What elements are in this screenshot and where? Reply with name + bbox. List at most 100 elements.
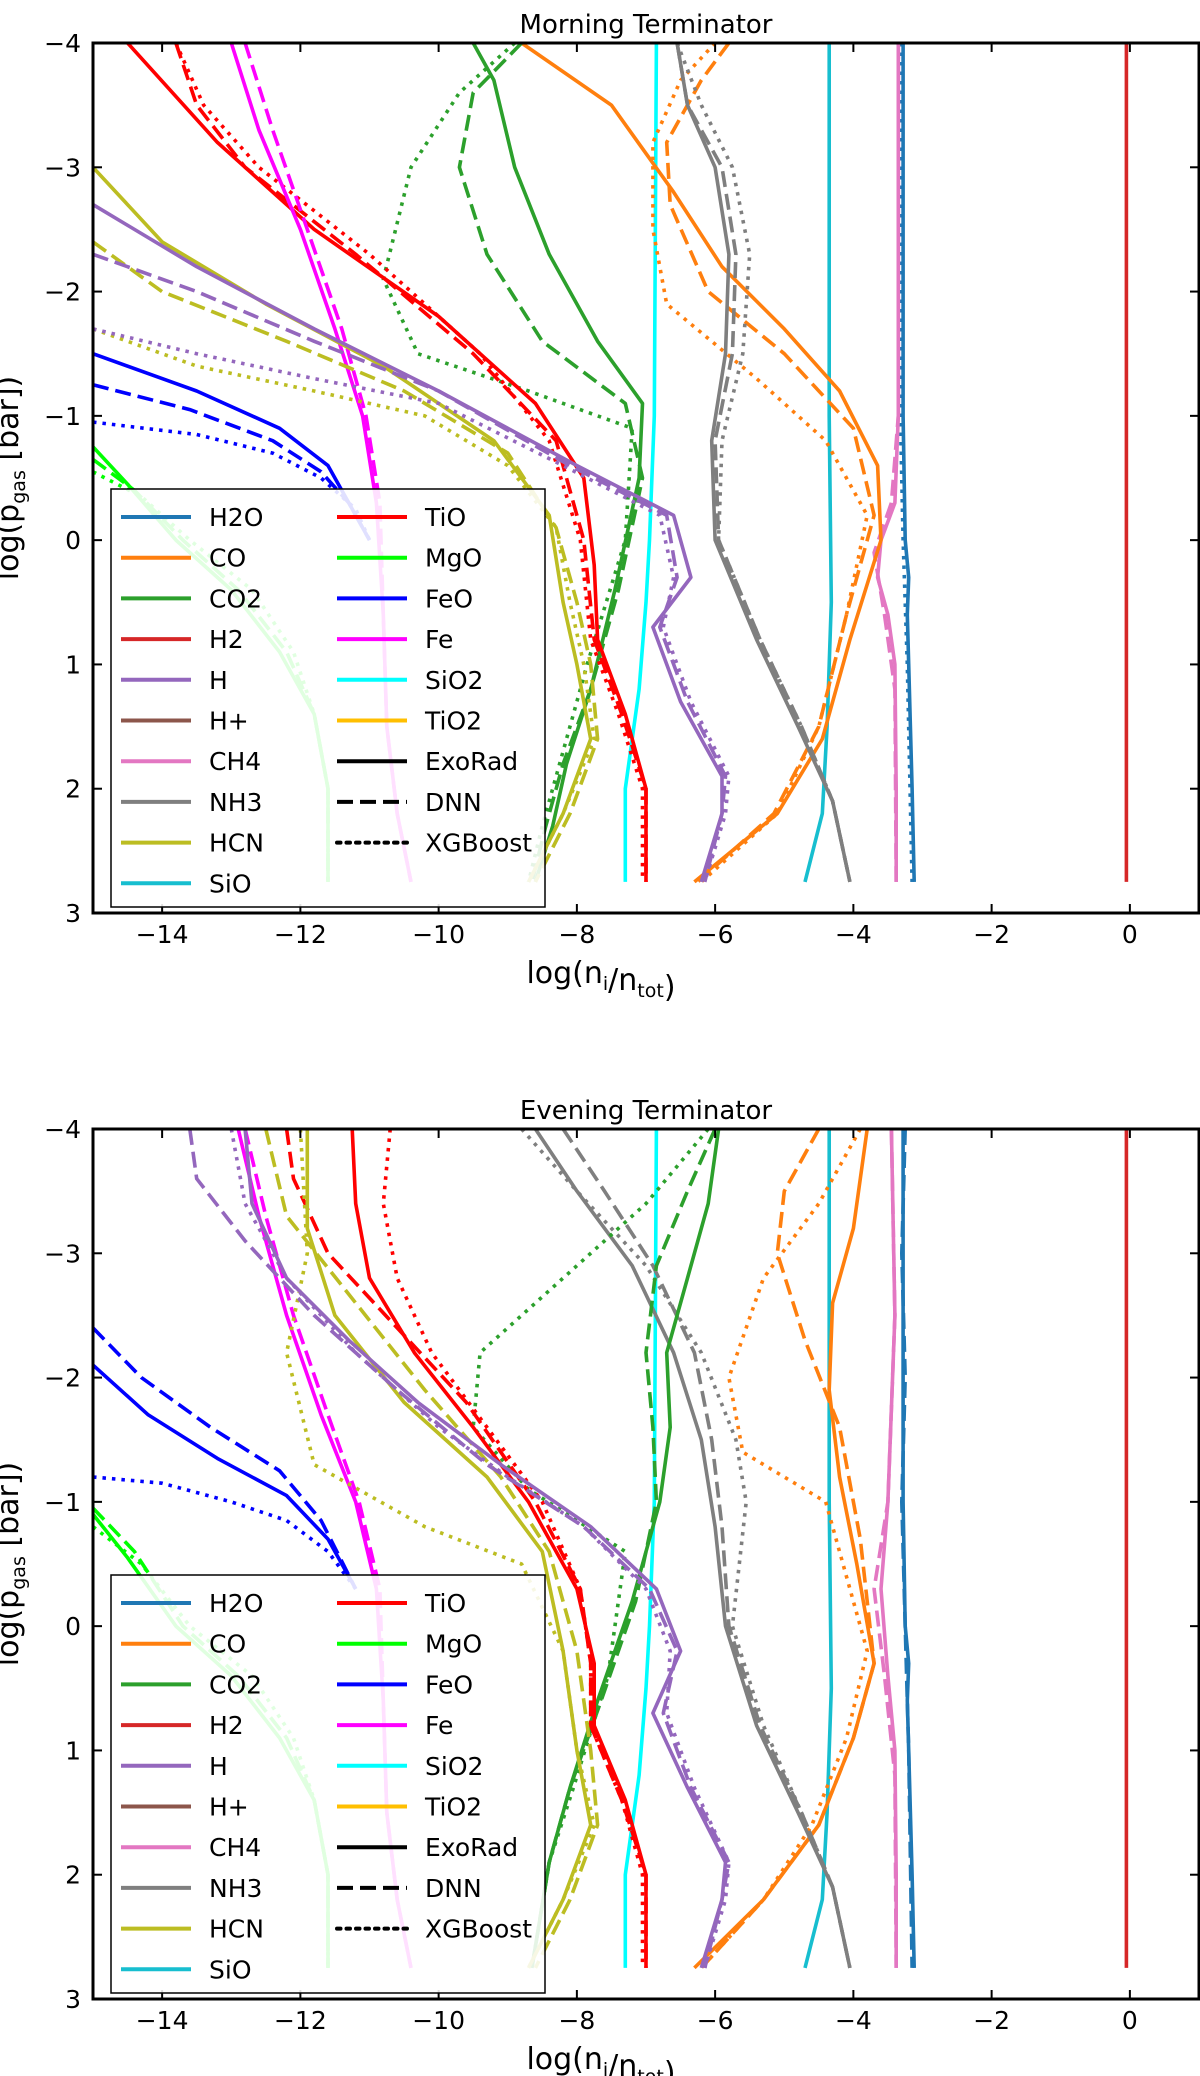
- x-axis-label: log(ni/ntot): [526, 956, 675, 1005]
- x-tick-label: −6: [697, 920, 734, 949]
- legend: H2O CO CO2 H2 H H+ CH4 NH3 HCN SiO TiO MgO FeO Fe SiO2…: [110, 488, 546, 908]
- legend-label: DNN: [425, 1874, 482, 1903]
- x-tick-label: −10: [412, 920, 465, 949]
- legend-label: SiO2: [425, 1752, 483, 1781]
- series-tio-dnn: [174, 43, 648, 882]
- x-axis-label: log(ni/ntot): [526, 2042, 675, 2076]
- legend-label: DNN: [425, 788, 482, 817]
- x-tick-label: 0: [1122, 2006, 1138, 2035]
- x-tick-label: −8: [558, 2006, 595, 2035]
- x-tick-label: −14: [136, 920, 189, 949]
- legend-label: SiO2: [425, 666, 483, 695]
- x-tick-label: −2: [973, 2006, 1010, 2035]
- series-sio2-exorad: [623, 1129, 659, 1968]
- series-h-exorad: [243, 1129, 728, 1969]
- legend: H2O CO CO2 H2 H H+ CH4 NH3 HCN SiO TiO MgO FeO Fe SiO2…: [110, 1574, 546, 1994]
- series-co-xgboost: [699, 1129, 869, 1970]
- series-co2-exorad: [471, 43, 645, 883]
- y-tick-label: −2: [44, 278, 81, 307]
- series-h2o-exorad: [901, 43, 916, 882]
- y-tick-label: 2: [65, 1861, 81, 1890]
- series-h-xgboost: [229, 1129, 731, 1969]
- legend-label: CH4: [209, 1833, 261, 1862]
- series-tio-dnn: [284, 1129, 648, 1968]
- legend-label: FeO: [425, 1670, 473, 1699]
- y-tick-label: 2: [65, 775, 81, 804]
- legend-label: ExoRad: [425, 747, 518, 776]
- series-hcn-exorad: [305, 1129, 593, 1969]
- plot-frame: [91, 41, 1200, 915]
- legend-label: FeO: [425, 584, 473, 613]
- y-tick-label: 3: [65, 1985, 81, 2014]
- legend-label: MgO: [425, 544, 482, 573]
- series-co-exorad: [693, 1129, 876, 1970]
- series-co2-exorad: [530, 1129, 721, 1969]
- legend-label: HCN: [209, 829, 264, 858]
- series-h-dnn: [93, 252, 728, 883]
- y-tick-label: 3: [65, 899, 81, 928]
- legend-label: H: [209, 1752, 228, 1781]
- x-tick-label: 0: [1122, 920, 1138, 949]
- chart-title: Morning Terminator: [520, 10, 773, 40]
- x-tick-label: −4: [835, 2006, 872, 2035]
- legend-label: TiO2: [424, 707, 482, 736]
- legend-label: CO2: [209, 1670, 262, 1699]
- legend-label: NH3: [209, 788, 262, 817]
- legend-label: MgO: [425, 1630, 482, 1659]
- legend-label: H+: [209, 707, 249, 736]
- plot-frame: [91, 1127, 1200, 2001]
- legend-label: Fe: [425, 1711, 453, 1740]
- y-tick-label: −1: [44, 1488, 81, 1517]
- legend-label: H2: [209, 625, 244, 654]
- series-h2o-xgboost: [898, 43, 914, 882]
- chart-title: Evening Terminator: [520, 1096, 773, 1126]
- series-nh3-exorad: [675, 43, 852, 883]
- x-tick-label: −8: [558, 920, 595, 949]
- series-tio-xgboost: [174, 43, 645, 882]
- series-co-dnn: [664, 43, 876, 884]
- legend-label: TiO: [424, 1589, 466, 1618]
- x-tick-label: −12: [274, 2006, 327, 2035]
- series-feo-xgboost: [93, 1475, 358, 1590]
- legend-label: NH3: [209, 1874, 262, 1903]
- series-feo-exorad: [93, 1363, 358, 1590]
- y-tick-label: 0: [65, 1612, 81, 1641]
- legend-label: H: [209, 666, 228, 695]
- series-h2o-dnn: [900, 1129, 914, 1968]
- legend-label: H2O: [209, 1589, 263, 1618]
- y-tick-label: −3: [44, 1239, 81, 1268]
- series-hcn-dnn: [93, 240, 600, 883]
- series-ch4-dnn: [872, 43, 901, 882]
- series-hcn-dnn: [264, 1129, 600, 1969]
- series-sio-exorad: [803, 1129, 834, 1969]
- x-tick-label: −10: [412, 2006, 465, 2035]
- series-feo-dnn: [93, 1326, 358, 1590]
- series-co-dnn: [699, 1129, 876, 1970]
- series-co2-dnn: [530, 1129, 717, 1969]
- series-hcn-xgboost: [284, 1129, 596, 1969]
- y-tick-label: −2: [44, 1364, 81, 1393]
- series-tio-xgboost: [381, 1129, 645, 1968]
- y-tick-label: −4: [44, 29, 81, 58]
- legend-label: CO2: [209, 584, 262, 613]
- series-co-xgboost: [651, 43, 869, 884]
- series-ch4-dnn: [872, 1129, 898, 1968]
- x-tick-label: −14: [136, 2006, 189, 2035]
- y-axis-label: log(pgas [bar]): [0, 1462, 30, 1667]
- legend-label: H2O: [209, 503, 263, 532]
- y-tick-label: −3: [44, 153, 81, 182]
- legend-label: H+: [209, 1793, 249, 1822]
- legend-label: CO: [209, 544, 246, 573]
- series-nh3-exorad: [533, 1129, 852, 1969]
- legend-label: SiO: [209, 1955, 252, 1984]
- series-nh3-xgboost: [520, 1129, 852, 1969]
- series-sio2-exorad: [623, 43, 659, 882]
- legend-label: TiO: [424, 503, 466, 532]
- legend-label: TiO2: [424, 1793, 482, 1822]
- series-co-exorad: [520, 43, 883, 884]
- series-hcn-xgboost: [93, 327, 596, 883]
- legend-label: XGBoost: [425, 1915, 532, 1944]
- legend-label: Fe: [425, 625, 453, 654]
- y-tick-label: 1: [65, 1736, 81, 1765]
- series-nh3-dnn: [675, 43, 852, 883]
